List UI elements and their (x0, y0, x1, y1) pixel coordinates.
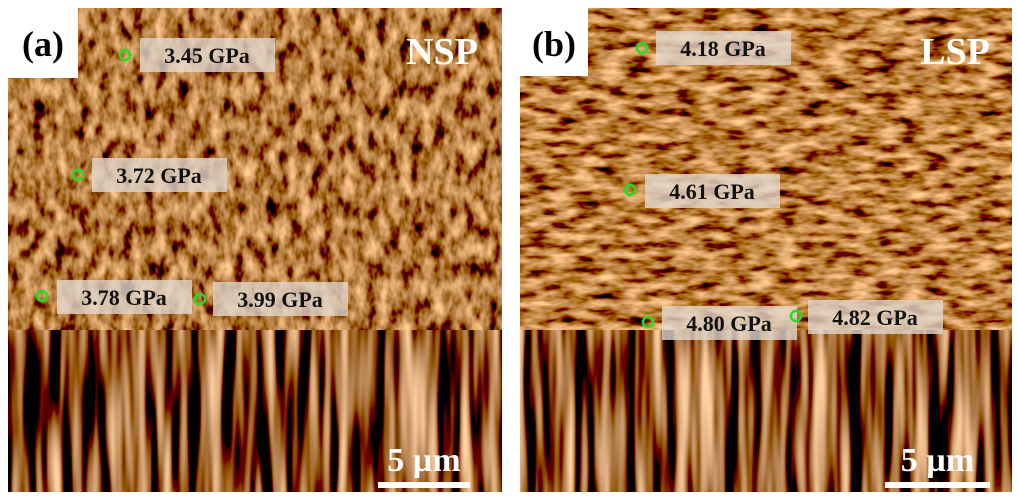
point-label: 3.78 GPa (81, 285, 167, 310)
point-label: 4.61 GPa (669, 179, 755, 204)
panel-title: LSP (920, 31, 990, 73)
panel-label: (a) (22, 24, 64, 64)
point-label: 3.72 GPa (116, 163, 202, 188)
point-label: 3.45 GPa (164, 43, 250, 68)
point-label: 4.18 GPa (680, 36, 766, 61)
figure: (a) NSP 3.45 GPa 3.72 GPa 3.78 GPa 3.99 GPa 5 … (0, 0, 1017, 498)
point-label: 3.99 GPa (237, 287, 323, 312)
panel-a-image (8, 8, 502, 492)
panel-b-image (520, 8, 1012, 492)
point-label: 4.80 GPa (686, 311, 772, 336)
scale-bar-label: 5 µm (387, 442, 460, 479)
point-label: 4.82 GPa (832, 305, 918, 330)
panel-label: (b) (532, 24, 576, 64)
panel-title: NSP (406, 31, 478, 73)
scale-bar-label: 5 µm (901, 442, 974, 479)
